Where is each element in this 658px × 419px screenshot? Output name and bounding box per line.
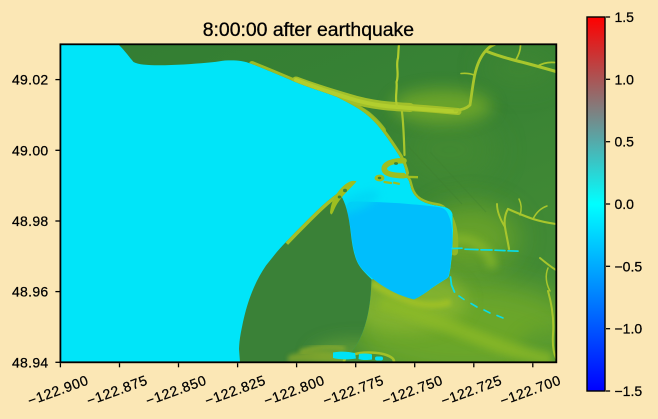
svg-text:8:00:00 after earthquake: 8:00:00 after earthquake <box>203 19 414 41</box>
svg-text:−122.775: −122.775 <box>321 372 386 409</box>
svg-text:−0.5: −0.5 <box>615 258 643 274</box>
svg-text:−122.850: −122.850 <box>143 372 208 409</box>
svg-text:48.98: 48.98 <box>12 213 49 229</box>
svg-text:0.0: 0.0 <box>615 196 635 212</box>
svg-text:−1.0: −1.0 <box>615 321 643 337</box>
svg-text:1.5: 1.5 <box>615 9 635 25</box>
svg-text:−1.5: −1.5 <box>615 383 643 399</box>
svg-text:49.00: 49.00 <box>12 142 49 158</box>
svg-text:−122.825: −122.825 <box>203 372 268 409</box>
svg-text:−122.700: −122.700 <box>498 372 563 409</box>
svg-text:49.02: 49.02 <box>12 72 49 88</box>
svg-text:0.5: 0.5 <box>615 134 635 150</box>
svg-text:−122.750: −122.750 <box>380 372 445 409</box>
svg-text:−122.725: −122.725 <box>439 372 504 409</box>
svg-text:−122.875: −122.875 <box>84 372 149 409</box>
svg-text:−122.900: −122.900 <box>25 372 90 409</box>
svg-text:1.0: 1.0 <box>615 71 635 87</box>
svg-text:48.96: 48.96 <box>12 284 49 300</box>
svg-text:48.94: 48.94 <box>12 354 49 370</box>
svg-text:−122.800: −122.800 <box>262 372 327 409</box>
